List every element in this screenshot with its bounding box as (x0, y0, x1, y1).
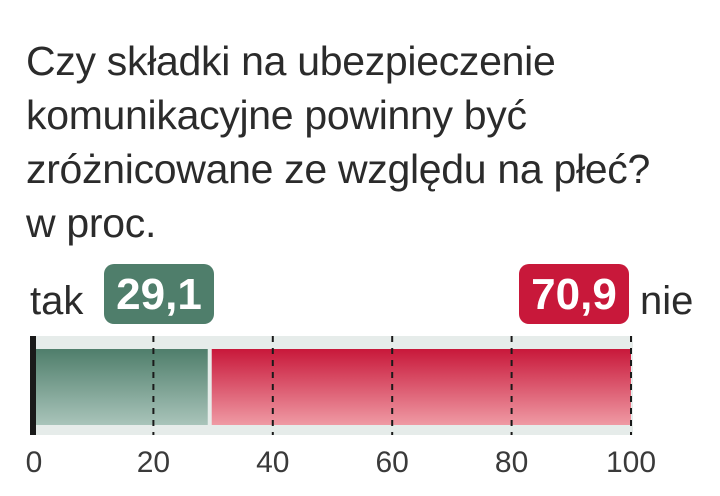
title-line-4: w proc. (26, 200, 157, 246)
bar-segment-tak (34, 349, 208, 425)
value-label-nie: 70,9 (531, 270, 617, 319)
zero-axis-line (30, 336, 36, 435)
title-line-3: zróżnicowane ze względu na płeć? (26, 146, 650, 192)
tick-label-60: 60 (376, 446, 409, 479)
tick-label-40: 40 (256, 446, 289, 479)
title-line-1: Czy składki na ubezpieczenie (26, 38, 556, 84)
tick-label-80: 80 (495, 446, 528, 479)
tick-label-20: 20 (137, 446, 170, 479)
tick-label-0: 0 (26, 446, 43, 479)
value-badge-tak (104, 264, 214, 324)
chart-title: Czy składki na ubezpieczenie komunikacyj… (26, 34, 706, 250)
category-label-tak: tak (30, 279, 84, 323)
tick-label-100: 100 (606, 446, 656, 479)
title-line-2: komunikacyjne powinny być (26, 92, 527, 138)
bar-segment-nie (211, 349, 632, 425)
category-label-nie: nie (640, 279, 693, 323)
value-label-tak: 29,1 (116, 270, 202, 319)
value-badge-nie (519, 264, 629, 324)
